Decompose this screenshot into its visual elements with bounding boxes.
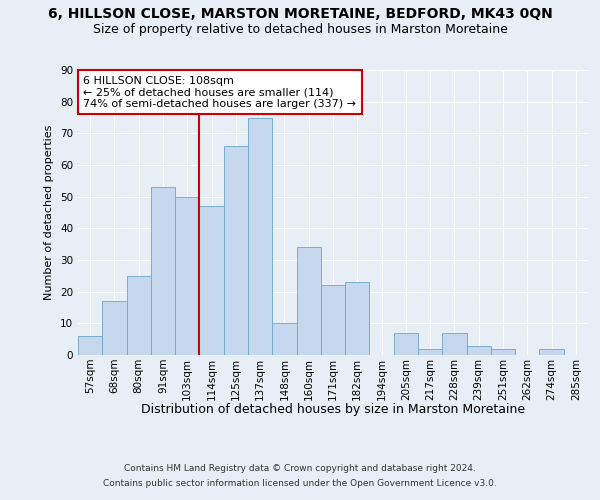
Bar [199,206,224,355]
Text: Contains HM Land Registry data © Crown copyright and database right 2024.: Contains HM Land Registry data © Crown c… [124,464,476,473]
Bar [345,282,370,355]
Bar [296,248,321,355]
Bar [467,346,491,355]
Text: 6 HILLSON CLOSE: 108sqm
← 25% of detached houses are smaller (114)
74% of semi-d: 6 HILLSON CLOSE: 108sqm ← 25% of detache… [83,76,356,109]
Text: Distribution of detached houses by size in Marston Moretaine: Distribution of detached houses by size … [141,402,525,415]
Text: Size of property relative to detached houses in Marston Moretaine: Size of property relative to detached ho… [92,22,508,36]
Text: Contains public sector information licensed under the Open Government Licence v3: Contains public sector information licen… [103,479,497,488]
Bar [418,348,442,355]
Bar [175,196,199,355]
Bar [491,348,515,355]
Bar [539,348,564,355]
Bar [442,333,467,355]
Bar [78,336,102,355]
Bar [127,276,151,355]
Text: 6, HILLSON CLOSE, MARSTON MORETAINE, BEDFORD, MK43 0QN: 6, HILLSON CLOSE, MARSTON MORETAINE, BED… [47,8,553,22]
Y-axis label: Number of detached properties: Number of detached properties [44,125,55,300]
Bar [102,301,127,355]
Bar [321,286,345,355]
Bar [272,324,296,355]
Bar [394,333,418,355]
Bar [248,118,272,355]
Bar [224,146,248,355]
Bar [151,187,175,355]
